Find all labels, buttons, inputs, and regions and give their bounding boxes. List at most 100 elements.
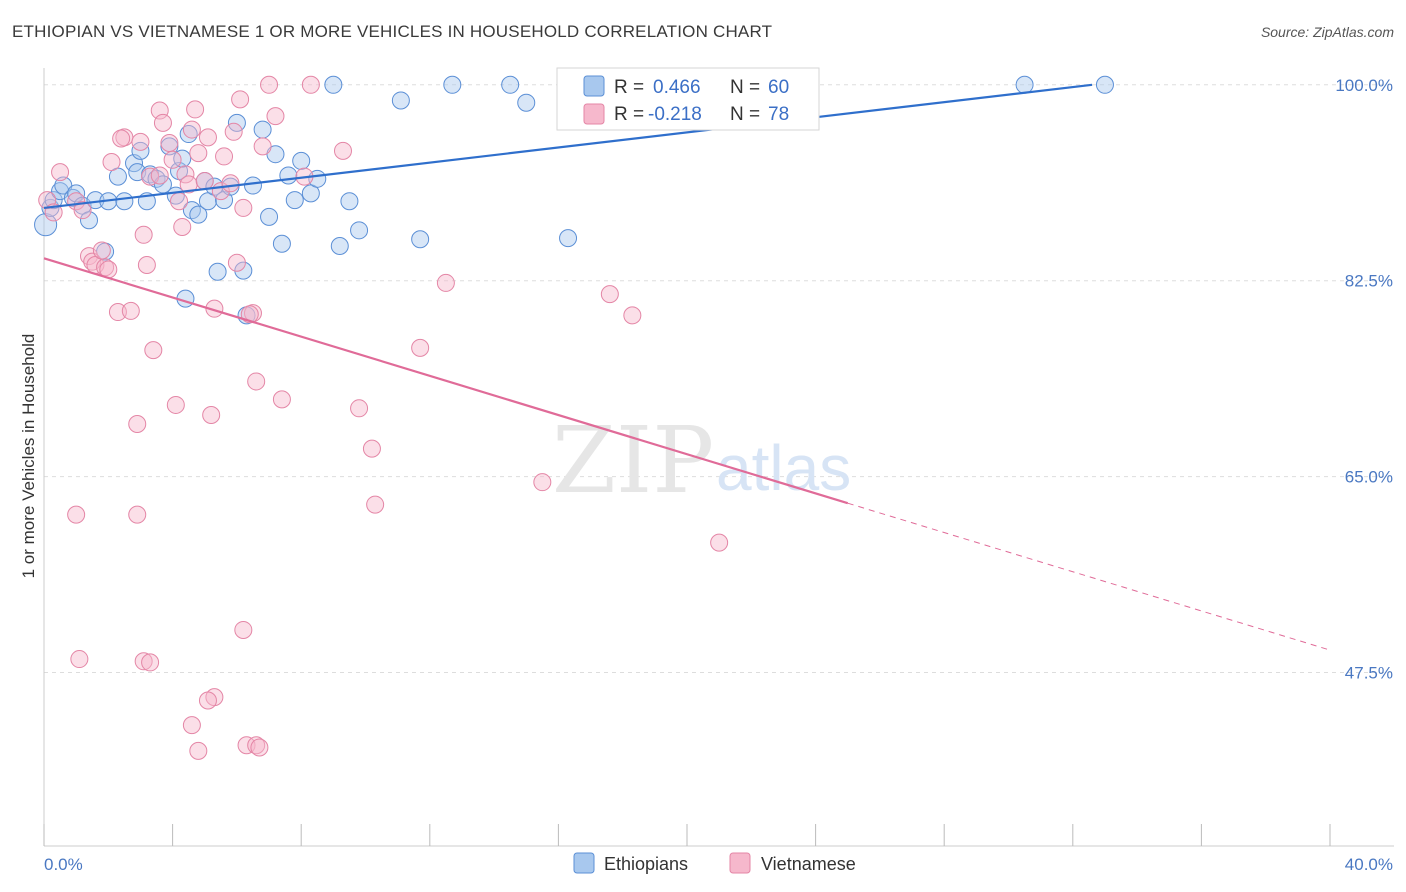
point-vietnamese-67 bbox=[411, 338, 430, 357]
point-vietnamese-30 bbox=[186, 100, 205, 119]
point-ethiopians-56 bbox=[517, 93, 536, 112]
point-vietnamese-48 bbox=[67, 505, 86, 524]
point-vietnamese-71 bbox=[623, 306, 642, 325]
point-ethiopians-57 bbox=[559, 229, 578, 248]
point-vietnamese-69 bbox=[533, 473, 552, 492]
point-vietnamese-50 bbox=[128, 505, 147, 524]
point-vietnamese-38 bbox=[224, 122, 243, 141]
point-vietnamese-64 bbox=[350, 399, 369, 418]
tick-labels: 100.0% 82.5% 65.0% 47.5% 0.0% 40.0% bbox=[44, 76, 1393, 874]
point-ethiopians-28 bbox=[189, 205, 208, 224]
point-vietnamese-72 bbox=[710, 533, 729, 552]
point-vietnamese-75 bbox=[198, 691, 217, 710]
point-vietnamese-76 bbox=[112, 129, 131, 148]
axes bbox=[43, 68, 1394, 847]
point-vietnamese-22 bbox=[153, 113, 172, 132]
legend-n-value-ethiopians: 60 bbox=[768, 77, 789, 98]
point-vietnamese-53 bbox=[166, 395, 185, 414]
legend-swatch-vietnamese bbox=[583, 103, 605, 125]
point-vietnamese-11 bbox=[102, 153, 121, 172]
point-vietnamese-73 bbox=[240, 305, 259, 324]
point-vietnamese-55 bbox=[189, 741, 208, 760]
point-ethiopians-43 bbox=[279, 166, 298, 185]
point-ethiopians-2 bbox=[44, 191, 63, 210]
point-vietnamese-60 bbox=[247, 736, 266, 755]
point-vietnamese-19 bbox=[141, 167, 160, 186]
point-vietnamese-58 bbox=[234, 620, 253, 639]
x-tick-label-0: 0.0% bbox=[44, 855, 83, 874]
point-vietnamese-27 bbox=[176, 165, 195, 184]
point-vietnamese-16 bbox=[131, 132, 150, 151]
point-vietnamese-66 bbox=[366, 495, 385, 514]
point-ethiopians-50 bbox=[340, 192, 359, 211]
point-vietnamese-31 bbox=[189, 144, 208, 163]
bottom-legend-swatch-vietnamese bbox=[729, 852, 751, 874]
y-tick-label-1: 82.5% bbox=[1345, 272, 1393, 291]
point-vietnamese-29 bbox=[182, 120, 201, 139]
chart-title: ETHIOPIAN VS VIETNAMESE 1 OR MORE VEHICL… bbox=[12, 22, 773, 41]
legend-r-value-vietnamese: -0.218 bbox=[648, 104, 702, 125]
point-vietnamese-65 bbox=[362, 439, 381, 458]
point-vietnamese-56 bbox=[202, 406, 221, 425]
point-vietnamese-62 bbox=[301, 75, 320, 94]
legend-n-label-ethiopians: N = bbox=[730, 77, 760, 98]
point-vietnamese-17 bbox=[134, 225, 153, 244]
legend-r-label-ethiopians: R = bbox=[614, 77, 644, 98]
series-legend: Ethiopians Vietnamese bbox=[573, 852, 856, 874]
point-vietnamese-4 bbox=[73, 201, 92, 220]
point-ethiopians-42 bbox=[272, 234, 291, 253]
point-ethiopians-60 bbox=[1095, 75, 1114, 94]
point-ethiopians-40 bbox=[260, 207, 279, 226]
trend-line-vietnamese bbox=[43, 257, 849, 505]
point-vietnamese-52 bbox=[141, 653, 160, 672]
gridlines bbox=[44, 84, 1394, 673]
point-ethiopians-44 bbox=[285, 191, 304, 210]
point-vietnamese-26 bbox=[173, 217, 192, 236]
bottom-legend-vietnamese: Vietnamese bbox=[761, 854, 856, 874]
point-vietnamese-43 bbox=[247, 372, 266, 391]
legend-n-value-vietnamese: 78 bbox=[768, 104, 789, 125]
trend-lines bbox=[43, 83, 1331, 651]
point-vietnamese-14 bbox=[121, 301, 140, 320]
point-ethiopians-49 bbox=[330, 236, 349, 255]
point-vietnamese-9 bbox=[96, 258, 115, 277]
point-vietnamese-15 bbox=[128, 414, 147, 433]
correlation-legend: R = 0.466 N = 60 R = -0.218 N = 78 bbox=[556, 67, 820, 131]
legend-r-label-vietnamese: R = bbox=[614, 104, 644, 125]
x-tick-label-1: 40.0% bbox=[1345, 855, 1393, 874]
point-vietnamese-70 bbox=[600, 285, 619, 304]
point-vietnamese-37 bbox=[221, 174, 240, 193]
watermark: ZIP atlas bbox=[552, 407, 851, 514]
data-points bbox=[34, 75, 1114, 760]
watermark-atlas: atlas bbox=[716, 432, 851, 504]
y-tick-label-0: 100.0% bbox=[1335, 76, 1393, 95]
point-vietnamese-20 bbox=[144, 341, 163, 360]
point-vietnamese-63 bbox=[333, 141, 352, 160]
point-vietnamese-23 bbox=[160, 134, 179, 153]
point-vietnamese-68 bbox=[436, 273, 455, 292]
point-vietnamese-49 bbox=[70, 650, 89, 669]
point-vietnamese-33 bbox=[198, 128, 217, 147]
point-vietnamese-40 bbox=[231, 90, 250, 109]
legend-swatch-ethiopians bbox=[583, 75, 605, 97]
point-vietnamese-41 bbox=[234, 198, 253, 217]
bottom-legend-swatch-ethiopians bbox=[573, 852, 595, 874]
source-label: Source: ZipAtlas.com bbox=[1260, 24, 1394, 40]
point-ethiopians-55 bbox=[501, 75, 520, 94]
point-vietnamese-8 bbox=[92, 241, 111, 260]
y-tick-label-2: 65.0% bbox=[1345, 468, 1393, 487]
point-vietnamese-39 bbox=[227, 253, 246, 272]
y-axis-label: 1 or more Vehicles in Household bbox=[19, 334, 38, 579]
y-tick-label-3: 47.5% bbox=[1345, 663, 1393, 682]
point-ethiopians-24 bbox=[173, 149, 192, 168]
point-ethiopians-13 bbox=[115, 192, 134, 211]
watermark-zip: ZIP bbox=[552, 407, 714, 514]
legend-r-value-ethiopians: 0.466 bbox=[653, 77, 701, 98]
point-ethiopians-32 bbox=[208, 262, 227, 281]
point-ethiopians-59 bbox=[1015, 75, 1034, 94]
point-vietnamese-2 bbox=[51, 163, 70, 182]
point-vietnamese-51 bbox=[134, 652, 153, 671]
point-vietnamese-36 bbox=[215, 147, 234, 166]
point-vietnamese-32 bbox=[195, 172, 214, 191]
